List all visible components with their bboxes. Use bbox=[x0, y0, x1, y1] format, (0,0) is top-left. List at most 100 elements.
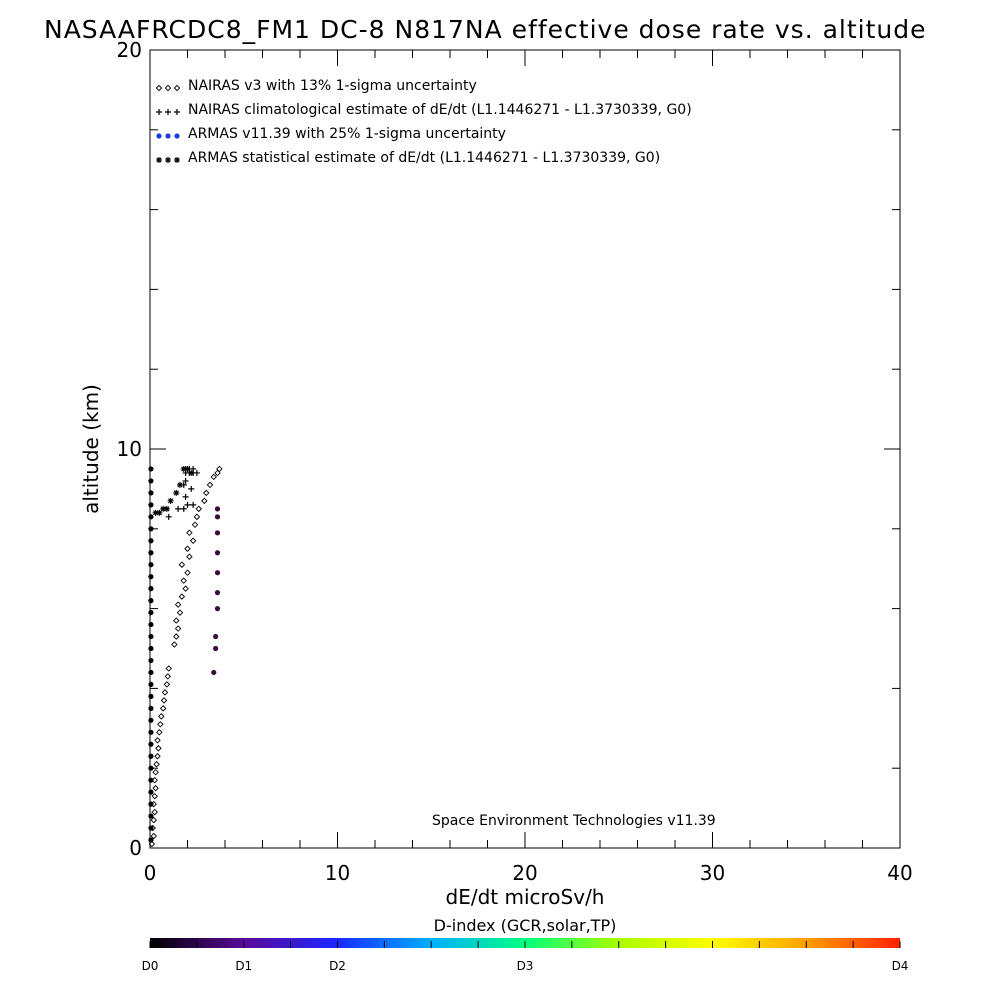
data-point bbox=[178, 561, 186, 568]
data-point bbox=[184, 545, 191, 552]
data-point bbox=[148, 645, 154, 652]
data-point bbox=[148, 586, 154, 592]
data-point bbox=[150, 816, 157, 824]
data-point bbox=[214, 606, 221, 612]
data-point bbox=[148, 669, 154, 676]
data-point bbox=[148, 657, 154, 664]
y-tick-label: 10 bbox=[117, 437, 142, 461]
data-point bbox=[154, 752, 161, 760]
legend-marker bbox=[156, 109, 162, 115]
data-point bbox=[184, 569, 191, 576]
data-point bbox=[152, 768, 159, 776]
colorbar-label: D1 bbox=[235, 959, 252, 973]
legend: NAIRAS v3 with 13% 1-sigma uncertainty NA… bbox=[155, 78, 692, 166]
legend-marker bbox=[156, 133, 162, 139]
legend-marker bbox=[173, 84, 181, 92]
data-point bbox=[148, 813, 154, 819]
data-point bbox=[193, 469, 200, 476]
data-point bbox=[180, 505, 187, 512]
legend-marker bbox=[155, 84, 163, 92]
data-point bbox=[148, 777, 154, 783]
data-point bbox=[189, 537, 197, 545]
data-point bbox=[153, 760, 160, 768]
data-point bbox=[155, 745, 162, 752]
data-point bbox=[148, 609, 154, 616]
data-point bbox=[173, 617, 180, 624]
data-point bbox=[148, 741, 154, 747]
data-point bbox=[164, 673, 172, 680]
data-point bbox=[148, 514, 154, 520]
data-point bbox=[182, 477, 189, 484]
data-point bbox=[171, 641, 178, 648]
colorbar-title: D-index (GCR,solar,TP) bbox=[434, 916, 617, 935]
x-tick-label: 40 bbox=[887, 861, 912, 885]
colorbar-label: D0 bbox=[142, 959, 159, 973]
data-point bbox=[148, 466, 154, 472]
x-axis-label: dE/dt microSv/h bbox=[446, 885, 605, 909]
credit-text: Space Environment Technologies v11.39 bbox=[432, 813, 716, 829]
data-point bbox=[148, 598, 154, 604]
data-points bbox=[148, 465, 223, 848]
legend-marker bbox=[165, 157, 171, 163]
data-point bbox=[154, 737, 161, 744]
data-point bbox=[151, 808, 158, 816]
data-point bbox=[152, 509, 159, 516]
data-point bbox=[173, 633, 180, 640]
data-point bbox=[148, 729, 154, 735]
legend-label: NAIRAS climatological estimate of dE/dt … bbox=[188, 102, 692, 118]
y-tick-label: 0 bbox=[129, 836, 142, 860]
data-point bbox=[165, 665, 172, 672]
data-point bbox=[148, 562, 154, 568]
data-point bbox=[174, 625, 182, 632]
data-point bbox=[148, 681, 154, 688]
chart-title: NASAAFRCDC8_FM1 DC-8 N817NA effective do… bbox=[44, 15, 927, 44]
x-tick-label: 0 bbox=[144, 861, 157, 885]
data-point bbox=[150, 832, 157, 840]
data-point bbox=[174, 601, 182, 608]
data-point bbox=[190, 501, 197, 508]
data-point bbox=[214, 469, 221, 477]
data-point bbox=[148, 693, 154, 699]
data-point bbox=[182, 493, 189, 500]
data-point bbox=[152, 784, 159, 792]
data-point bbox=[214, 514, 221, 520]
data-point bbox=[213, 645, 219, 652]
y-axis-label: altitude (km) bbox=[79, 384, 103, 514]
data-point bbox=[163, 681, 171, 688]
y-tick-label: 20 bbox=[117, 38, 142, 62]
data-point bbox=[191, 521, 199, 529]
data-point bbox=[148, 789, 154, 795]
data-point bbox=[148, 840, 156, 848]
data-point bbox=[167, 497, 174, 504]
data-point bbox=[148, 801, 154, 807]
legend-marker bbox=[174, 157, 180, 163]
data-point bbox=[214, 570, 221, 576]
data-point bbox=[214, 590, 221, 596]
data-point bbox=[161, 689, 169, 696]
colorbar-label: D4 bbox=[892, 959, 909, 973]
colorbar-label: D2 bbox=[329, 959, 346, 973]
data-point bbox=[148, 478, 154, 484]
data-point bbox=[165, 513, 172, 520]
data-point bbox=[148, 621, 154, 628]
legend-marker bbox=[165, 109, 171, 115]
data-point bbox=[163, 505, 170, 512]
data-point bbox=[148, 765, 154, 771]
data-point bbox=[157, 721, 164, 728]
data-point bbox=[184, 501, 191, 508]
data-point bbox=[148, 526, 154, 532]
legend-label: ARMAS v11.39 with 25% 1-sigma uncertaint… bbox=[188, 126, 506, 142]
data-point bbox=[203, 489, 210, 497]
data-point bbox=[156, 729, 163, 736]
data-point bbox=[186, 529, 193, 537]
legend-marker bbox=[174, 133, 180, 139]
data-point bbox=[186, 553, 193, 560]
data-point bbox=[213, 633, 219, 640]
data-point bbox=[180, 577, 187, 584]
data-point bbox=[156, 509, 163, 516]
data-point bbox=[159, 705, 167, 712]
x-axis-ticks: 0 10 20 30 40 bbox=[144, 50, 913, 885]
data-point bbox=[211, 669, 217, 676]
data-point bbox=[148, 574, 154, 580]
